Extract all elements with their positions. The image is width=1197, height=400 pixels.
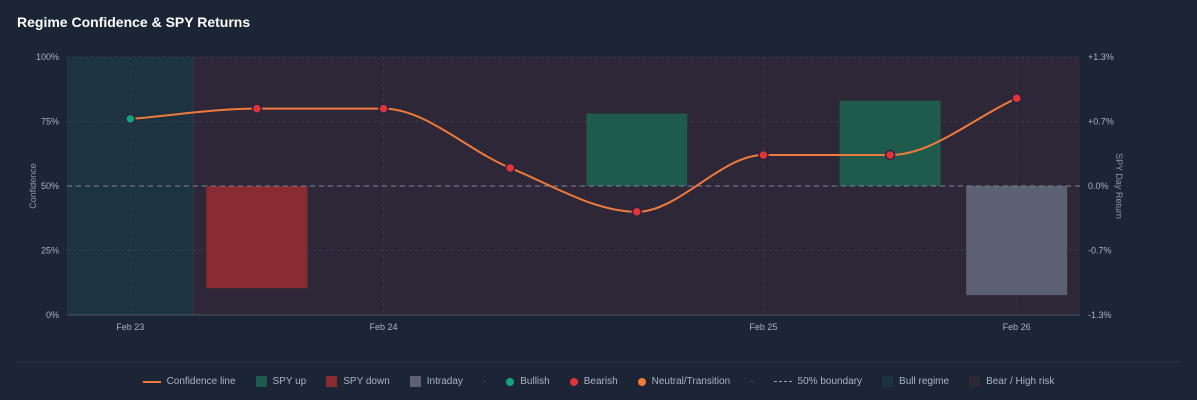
y-right-tick-label: -1.3% — [1088, 310, 1112, 320]
legend-bullish: Bullish — [506, 376, 550, 387]
y-left-tick-label: 75% — [41, 117, 59, 127]
confidence-point — [758, 149, 769, 161]
spy-bar-intraday — [966, 186, 1068, 296]
spy-bar-up — [586, 113, 688, 186]
y-left-tick-label: 25% — [41, 246, 59, 256]
confidence-point — [251, 103, 263, 114]
legend-bearish: Bearish — [569, 376, 618, 387]
y-right-tick-label: +1.3% — [1088, 52, 1114, 62]
neutral-dot-icon — [637, 377, 646, 386]
legend-intraday: Intraday — [409, 376, 463, 387]
regime-chart: 100% 75% 50% 25% 0% +1.3% +0.7% 0.0% -0.7% -1.3% F… — [16, 52, 1181, 363]
y-left-tick-label: 50% — [41, 181, 59, 191]
x-tick-label: Feb 26 — [1003, 322, 1031, 332]
legend-neutral: Neutral/Transition — [637, 376, 730, 387]
legend-confidence-line: Confidence line — [142, 376, 236, 387]
line-swatch-icon — [142, 380, 161, 383]
x-tick-label: Feb 25 — [749, 322, 777, 332]
confidence-point — [125, 113, 136, 125]
y-right-tick-label: +0.7% — [1088, 117, 1114, 127]
legend-boundary: 50% boundary — [773, 376, 862, 387]
bearish-dot-icon — [569, 377, 578, 386]
confidence-point — [884, 149, 896, 161]
spy-bar-up — [839, 100, 941, 186]
confidence-point — [504, 162, 516, 174]
y-left-tick-label: 0% — [46, 310, 59, 320]
legend-separator: · — [482, 376, 487, 387]
confidence-point — [631, 206, 643, 218]
x-tick-label: Feb 24 — [370, 322, 398, 332]
dashed-line-icon — [773, 381, 792, 382]
spy-bar-down — [206, 186, 308, 289]
confidence-point — [1011, 93, 1022, 104]
bullish-dot-icon — [506, 377, 515, 386]
spy-down-swatch-icon — [326, 376, 338, 387]
intraday-swatch-icon — [409, 376, 421, 387]
bear-regime-swatch-icon — [969, 376, 981, 387]
legend-bear-regime: Bear / High risk — [969, 376, 1054, 387]
confidence-point — [378, 103, 389, 114]
y-left-axis-title: Confidence — [28, 163, 38, 209]
legend-separator: · — [750, 376, 754, 387]
legend-spy-down: SPY down — [326, 376, 390, 387]
legend-bull-regime: Bull regime — [882, 376, 949, 387]
y-right-axis-title: SPY Day Return — [1114, 153, 1124, 219]
y-right-tick-label: 0.0% — [1088, 181, 1109, 191]
spy-up-swatch-icon — [255, 376, 267, 387]
bull-regime-swatch-icon — [882, 376, 894, 387]
chart-title: Regime Confidence & SPY Returns — [17, 14, 251, 30]
x-tick-label: Feb 23 — [116, 322, 144, 332]
chart-legend: Confidence line SPY up SPY down Intraday… — [0, 376, 1197, 387]
confidence-line — [130, 97, 1018, 213]
y-right-tick-label: -0.7% — [1088, 246, 1112, 256]
legend-spy-up: SPY up — [255, 376, 306, 387]
y-left-tick-label: 100% — [36, 52, 59, 62]
